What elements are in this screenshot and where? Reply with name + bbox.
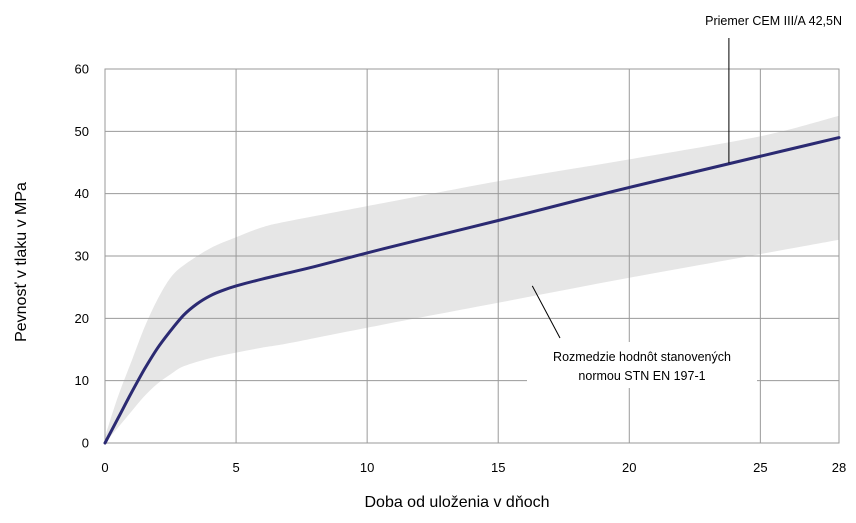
y-axis-label: Pevnosť v tlaku v MPa [13, 182, 30, 342]
x-tick-label: 15 [491, 460, 505, 475]
annotation-average-label: Priemer CEM III/A 42,5N [705, 14, 842, 28]
x-tick-label: 10 [360, 460, 374, 475]
y-tick-label: 10 [75, 373, 89, 388]
y-tick-label: 60 [75, 62, 89, 77]
y-tick-label: 40 [75, 186, 89, 201]
x-tick-label: 25 [753, 460, 767, 475]
x-tick-label: 28 [832, 460, 846, 475]
x-tick-label: 0 [101, 460, 108, 475]
average-strength-line [103, 136, 841, 445]
y-axis-ticks: 0 10 20 30 40 50 60 [75, 62, 89, 451]
x-tick-label: 20 [622, 460, 636, 475]
annotation-leader-band [531, 285, 561, 339]
norm-range-band [105, 115, 839, 444]
y-tick-label: 20 [75, 311, 89, 326]
x-tick-label: 5 [232, 460, 239, 475]
y-tick-label: 30 [75, 249, 89, 264]
x-axis-ticks: 0 5 10 15 20 25 28 [101, 460, 846, 475]
annotation-band-label-background [527, 342, 757, 388]
y-tick-label: 0 [82, 436, 89, 451]
y-tick-label: 50 [75, 124, 89, 139]
annotation-band-label-line-1: Rozmedzie hodnôt stanovených [553, 350, 731, 364]
plot-frame [104, 68, 840, 444]
annotation-band-label-line-2: normou STN EN 197-1 [578, 369, 705, 383]
x-axis-label: Doba od uloženia v dňoch [364, 494, 549, 511]
